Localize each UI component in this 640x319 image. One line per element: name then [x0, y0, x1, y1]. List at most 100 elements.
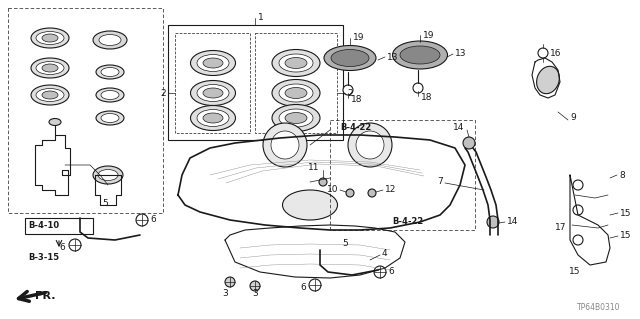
- Ellipse shape: [279, 109, 313, 127]
- Text: 2: 2: [347, 88, 353, 98]
- Circle shape: [573, 180, 583, 190]
- Text: 6: 6: [388, 268, 394, 277]
- Ellipse shape: [42, 34, 58, 42]
- Ellipse shape: [197, 55, 229, 71]
- Ellipse shape: [98, 169, 118, 181]
- Text: 6: 6: [60, 243, 65, 253]
- Circle shape: [374, 266, 386, 278]
- Text: 15: 15: [620, 209, 632, 218]
- Ellipse shape: [42, 64, 58, 72]
- Ellipse shape: [93, 166, 123, 184]
- Text: 6: 6: [150, 216, 156, 225]
- Ellipse shape: [101, 68, 119, 77]
- Text: 3: 3: [222, 288, 228, 298]
- Ellipse shape: [96, 65, 124, 79]
- Ellipse shape: [203, 113, 223, 123]
- Text: 2: 2: [161, 88, 166, 98]
- Ellipse shape: [331, 49, 369, 66]
- Ellipse shape: [279, 84, 313, 102]
- Bar: [330, 120, 475, 230]
- Circle shape: [573, 205, 583, 215]
- Ellipse shape: [203, 88, 223, 98]
- Ellipse shape: [42, 91, 58, 99]
- Text: 15: 15: [620, 232, 632, 241]
- Ellipse shape: [197, 85, 229, 101]
- Ellipse shape: [282, 190, 337, 220]
- Text: 17: 17: [555, 224, 566, 233]
- Ellipse shape: [96, 88, 124, 102]
- Circle shape: [413, 83, 423, 93]
- Bar: [255, 33, 337, 133]
- Circle shape: [346, 189, 354, 197]
- Ellipse shape: [36, 32, 64, 44]
- Text: 8: 8: [619, 170, 625, 180]
- Ellipse shape: [285, 57, 307, 69]
- Bar: [175, 33, 250, 133]
- Ellipse shape: [101, 114, 119, 122]
- Ellipse shape: [203, 58, 223, 68]
- Text: 18: 18: [421, 93, 433, 102]
- Ellipse shape: [31, 85, 69, 105]
- Ellipse shape: [191, 80, 236, 106]
- Ellipse shape: [285, 113, 307, 123]
- Text: B-4-22: B-4-22: [340, 123, 371, 132]
- Bar: [25, 218, 93, 234]
- Ellipse shape: [31, 58, 69, 78]
- Text: 5: 5: [342, 239, 348, 248]
- Circle shape: [487, 216, 499, 228]
- Circle shape: [356, 131, 384, 159]
- Circle shape: [309, 279, 321, 291]
- Ellipse shape: [392, 41, 447, 69]
- Ellipse shape: [191, 106, 236, 130]
- Ellipse shape: [272, 105, 320, 131]
- Text: 18: 18: [351, 95, 362, 105]
- Circle shape: [250, 281, 260, 291]
- Ellipse shape: [191, 50, 236, 76]
- Text: TP64B0310: TP64B0310: [577, 303, 620, 313]
- Circle shape: [368, 189, 376, 197]
- Ellipse shape: [279, 54, 313, 72]
- Circle shape: [343, 85, 353, 95]
- Circle shape: [263, 123, 307, 167]
- Bar: [8, 8, 163, 213]
- Ellipse shape: [96, 111, 124, 125]
- Ellipse shape: [49, 118, 61, 125]
- Text: B-3-15: B-3-15: [28, 254, 59, 263]
- Circle shape: [573, 235, 583, 245]
- Ellipse shape: [324, 46, 376, 70]
- Ellipse shape: [285, 87, 307, 99]
- Text: FR.: FR.: [35, 291, 56, 301]
- Text: 11: 11: [307, 164, 319, 173]
- Ellipse shape: [93, 31, 127, 49]
- Text: 14: 14: [452, 122, 464, 131]
- Text: 13: 13: [387, 53, 399, 62]
- Text: 19: 19: [353, 33, 365, 42]
- Text: 10: 10: [326, 186, 338, 195]
- Ellipse shape: [101, 91, 119, 100]
- Text: 9: 9: [570, 114, 576, 122]
- Text: B-4-10: B-4-10: [28, 221, 59, 231]
- Text: 7: 7: [437, 177, 443, 187]
- Circle shape: [271, 131, 299, 159]
- Ellipse shape: [36, 88, 64, 101]
- Circle shape: [348, 123, 392, 167]
- Text: 6: 6: [300, 283, 306, 292]
- Circle shape: [538, 48, 548, 58]
- Ellipse shape: [99, 34, 121, 46]
- Text: 16: 16: [550, 48, 561, 57]
- Text: 12: 12: [385, 186, 396, 195]
- Text: 13: 13: [455, 49, 467, 58]
- Text: 1: 1: [258, 13, 264, 23]
- Ellipse shape: [36, 62, 64, 75]
- Ellipse shape: [197, 109, 229, 127]
- Text: 5: 5: [102, 199, 108, 209]
- Text: 4: 4: [382, 249, 388, 258]
- Circle shape: [69, 239, 81, 251]
- Bar: [168, 25, 343, 140]
- Text: 14: 14: [507, 218, 518, 226]
- Text: 15: 15: [569, 268, 580, 277]
- Text: B-4-22: B-4-22: [392, 218, 423, 226]
- Ellipse shape: [536, 66, 559, 94]
- Circle shape: [319, 178, 327, 186]
- Ellipse shape: [272, 49, 320, 77]
